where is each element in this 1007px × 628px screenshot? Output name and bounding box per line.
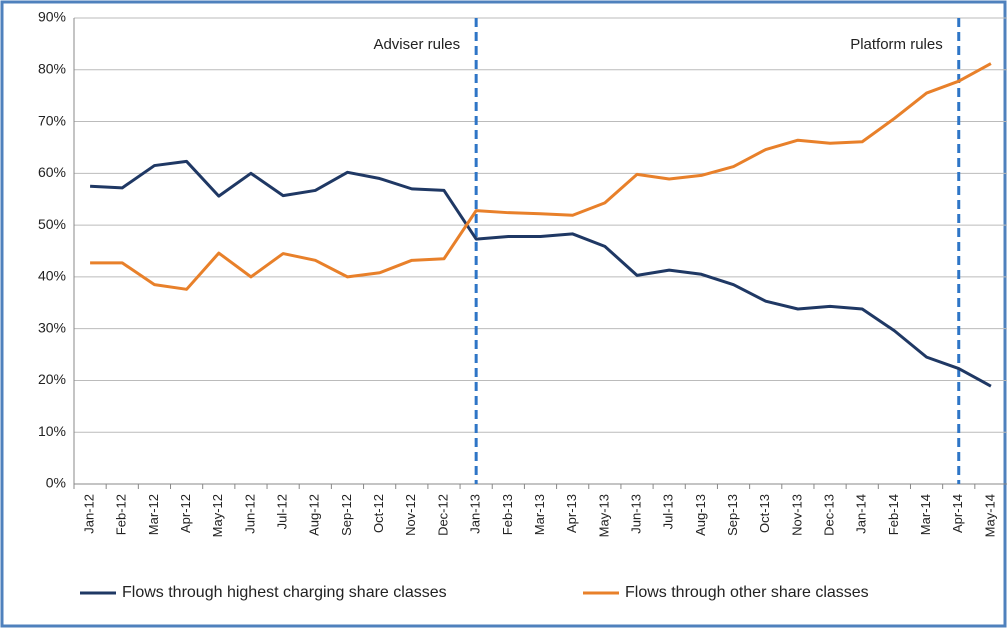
x-tick-label: Feb-12	[114, 494, 129, 535]
y-tick-label: 40%	[38, 268, 66, 284]
x-tick-label: Aug-13	[693, 494, 708, 536]
y-tick-label: 30%	[38, 319, 66, 335]
series-line	[90, 159, 992, 388]
x-tick-label: Jan-13	[468, 494, 483, 534]
x-tick-label: Nov-12	[403, 494, 418, 536]
x-tick-label: May-14	[982, 494, 997, 537]
x-tick-label: Oct-12	[371, 494, 386, 533]
x-tick-label: Jun-12	[242, 494, 257, 534]
x-tick-label: May-13	[596, 494, 611, 537]
x-tick-label: Apr-13	[564, 494, 579, 533]
x-tick-label: Jan-14	[854, 494, 869, 534]
x-tick-label: Jan-12	[82, 494, 97, 534]
x-tick-label: Apr-12	[178, 494, 193, 533]
x-tick-label: Jun-13	[628, 494, 643, 534]
x-tick-label: Nov-13	[789, 494, 804, 536]
y-tick-label: 20%	[38, 371, 66, 387]
y-tick-label: 60%	[38, 164, 66, 180]
x-tick-label: May-12	[210, 494, 225, 537]
y-tick-label: 50%	[38, 216, 66, 232]
y-tick-label: 10%	[38, 423, 66, 439]
x-tick-label: Jul-12	[275, 494, 290, 529]
annotation: Adviser rules	[373, 36, 460, 53]
legend-label: Flows through highest charging share cla…	[122, 584, 447, 601]
x-tick-label: Sep-12	[339, 494, 354, 536]
x-tick-label: Aug-12	[307, 494, 322, 536]
y-tick-label: 0%	[46, 475, 66, 491]
x-tick-label: Feb-13	[500, 494, 515, 535]
y-tick-label: 80%	[38, 60, 66, 76]
x-tick-label: Mar-13	[532, 494, 547, 535]
x-tick-label: Apr-14	[950, 494, 965, 533]
x-tick-label: Feb-14	[886, 494, 901, 535]
x-tick-label: Mar-12	[146, 494, 161, 535]
x-tick-label: Jul-13	[661, 494, 676, 529]
x-tick-label: Oct-13	[757, 494, 772, 533]
x-tick-label: Mar-14	[918, 494, 933, 535]
legend-label: Flows through other share classes	[625, 584, 869, 601]
annotation: Platform rules	[850, 36, 943, 53]
y-tick-label: 70%	[38, 112, 66, 128]
series-line	[90, 62, 992, 291]
x-tick-label: Dec-12	[435, 494, 450, 536]
y-tick-label: 90%	[38, 9, 66, 25]
x-tick-label: Dec-13	[821, 494, 836, 536]
x-tick-label: Sep-13	[725, 494, 740, 536]
